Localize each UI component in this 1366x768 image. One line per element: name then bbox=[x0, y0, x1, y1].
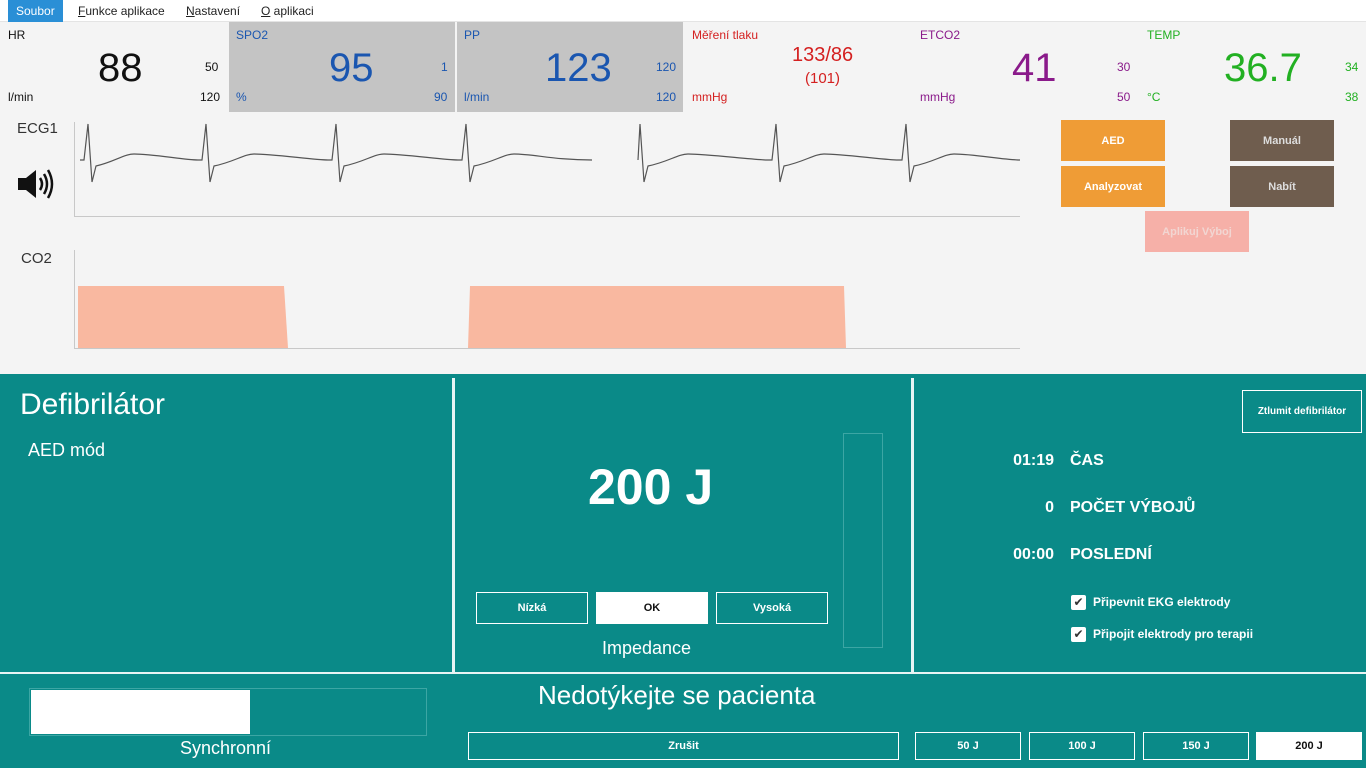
cancel-button[interactable]: Zrušit bbox=[468, 732, 899, 760]
aed-button[interactable]: AED bbox=[1061, 120, 1165, 161]
analyze-button[interactable]: Analyzovat bbox=[1061, 166, 1165, 207]
divider bbox=[0, 672, 1366, 674]
bp-label: Měření tlaku bbox=[692, 28, 759, 42]
bp-panel[interactable]: Měření tlaku 133/86 (101) mmHg bbox=[684, 22, 912, 112]
etco2-value: 41 bbox=[1012, 46, 1057, 90]
spo2-panel[interactable]: SPO2 95 1 % 90 bbox=[229, 22, 455, 112]
pp-value: 123 bbox=[545, 46, 612, 90]
hr-label: HR bbox=[8, 28, 26, 42]
bp-unit: mmHg bbox=[692, 90, 728, 104]
defibrillator-panel: Defibrilátor AED mód 200 J Nízká OK Vyso… bbox=[0, 374, 1366, 768]
time-label: ČAS bbox=[1070, 452, 1104, 469]
menu-nastaveni[interactable]: Nastavení bbox=[178, 0, 248, 22]
speaker-icon[interactable] bbox=[16, 166, 56, 202]
pp-panel[interactable]: PP 123 120 l/min 120 bbox=[457, 22, 683, 112]
hr-value: 88 bbox=[98, 46, 143, 90]
bp-mean: (101) bbox=[805, 70, 841, 87]
hr-high-limit: 120 bbox=[200, 90, 221, 104]
etco2-label: ETCO2 bbox=[920, 28, 961, 42]
menu-funkce-aplikace[interactable]: Funkce aplikace bbox=[70, 0, 173, 22]
menu-nastaveni-label: astavení bbox=[194, 4, 241, 18]
menu-bar: Soubor Funkce aplikace Nastavení O aplik… bbox=[0, 0, 1366, 22]
menu-soubor[interactable]: Soubor bbox=[8, 0, 63, 22]
divider bbox=[911, 378, 914, 672]
energy-value: 200 J bbox=[588, 459, 714, 515]
impedance-bar bbox=[843, 433, 883, 648]
apply-shock-button[interactable]: Aplikuj Výboj bbox=[1145, 211, 1249, 252]
hr-low-limit: 50 bbox=[205, 60, 219, 74]
energy-100-button[interactable]: 100 J bbox=[1029, 732, 1135, 760]
menu-soubor-label: Soubor bbox=[16, 4, 55, 18]
status-message: Nedotýkejte se pacienta bbox=[538, 680, 816, 710]
sync-toggle-fill bbox=[31, 690, 250, 734]
menu-accel: N bbox=[186, 4, 195, 18]
co2-baseline bbox=[74, 348, 1020, 349]
divider bbox=[452, 378, 455, 672]
charge-button[interactable]: Nabít bbox=[1230, 166, 1334, 207]
etco2-unit: mmHg bbox=[920, 90, 956, 104]
bp-value: 133/86 bbox=[792, 44, 854, 66]
spo2-low-limit: 1 bbox=[441, 60, 448, 74]
menu-funkce-label: unkce aplikace bbox=[85, 4, 165, 18]
sync-label: Synchronní bbox=[180, 738, 272, 758]
menu-o-aplikaci-label: aplikaci bbox=[270, 4, 314, 18]
energy-150-button[interactable]: 150 J bbox=[1143, 732, 1249, 760]
etco2-low-limit: 30 bbox=[1117, 60, 1131, 74]
time-value: 01:19 bbox=[1013, 452, 1054, 469]
ecg-baseline bbox=[74, 216, 1020, 217]
impedance-low-button[interactable]: Nízká bbox=[476, 592, 588, 624]
co2-axis bbox=[74, 250, 75, 348]
energy-50-button[interactable]: 50 J bbox=[915, 732, 1021, 760]
temp-low-limit: 34 bbox=[1345, 60, 1359, 74]
vitals-row: HR 88 50 l/min 120 SPO2 95 1 % 90 PP 123… bbox=[0, 22, 1366, 112]
temp-panel[interactable]: TEMP 36.7 34 °C 38 bbox=[1140, 22, 1366, 112]
hr-unit: l/min bbox=[8, 90, 34, 104]
energy-200-button[interactable]: 200 J bbox=[1256, 732, 1362, 760]
last-shock-value: 00:00 bbox=[1013, 546, 1054, 563]
menu-accel: O bbox=[261, 4, 271, 18]
temp-label: TEMP bbox=[1147, 28, 1181, 42]
spo2-high-limit: 90 bbox=[434, 90, 448, 104]
spo2-unit: % bbox=[236, 90, 247, 104]
pp-low-limit: 120 bbox=[656, 60, 677, 74]
etco2-high-limit: 50 bbox=[1117, 90, 1131, 104]
pp-high-limit: 120 bbox=[656, 90, 677, 104]
defib-title: Defibrilátor bbox=[20, 388, 166, 421]
ecg-electrodes-label: Připevnit EKG elektrody bbox=[1093, 595, 1231, 609]
manual-button[interactable]: Manuál bbox=[1230, 120, 1334, 161]
menu-o-aplikaci[interactable]: O aplikaci bbox=[253, 0, 322, 22]
menu-accel: F bbox=[78, 4, 86, 18]
co2-label: CO2 bbox=[21, 250, 52, 267]
pp-label: PP bbox=[464, 28, 481, 42]
therapy-electrodes-checkbox[interactable]: ✔ bbox=[1071, 627, 1086, 642]
impedance-high-button[interactable]: Vysoká bbox=[716, 592, 828, 624]
ecg-waveform bbox=[80, 123, 1021, 183]
shock-count-label: POČET VÝBOJŮ bbox=[1070, 499, 1196, 516]
impedance-ok-button[interactable]: OK bbox=[596, 592, 708, 624]
impedance-label: Impedance bbox=[602, 638, 692, 658]
mute-defibrillator-button[interactable]: Ztlumit defibrilátor bbox=[1242, 390, 1362, 433]
pp-unit: l/min bbox=[464, 90, 490, 104]
ecg-electrodes-checkbox[interactable]: ✔ bbox=[1071, 595, 1086, 610]
last-shock-label: POSLEDNÍ bbox=[1070, 546, 1152, 563]
therapy-electrodes-label: Připojit elektrody pro terapii bbox=[1093, 627, 1254, 641]
temp-value: 36.7 bbox=[1224, 46, 1302, 90]
temp-high-limit: 38 bbox=[1345, 90, 1359, 104]
spo2-label: SPO2 bbox=[236, 28, 269, 42]
ecg-label: ECG1 bbox=[17, 120, 58, 137]
spo2-value: 95 bbox=[329, 46, 374, 90]
co2-waveform bbox=[78, 286, 846, 348]
defib-mode: AED mód bbox=[28, 440, 106, 460]
hr-panel[interactable]: HR 88 50 l/min 120 bbox=[0, 22, 228, 112]
shock-count-value: 0 bbox=[1045, 499, 1054, 516]
ecg-axis bbox=[74, 122, 75, 216]
etco2-panel[interactable]: ETCO2 41 30 mmHg 50 bbox=[912, 22, 1140, 112]
temp-unit: °C bbox=[1147, 90, 1161, 104]
sync-toggle[interactable] bbox=[29, 688, 427, 736]
waveform-area: ECG1 CO2 AED Manuál Analyzovat Nabít Apl… bbox=[0, 112, 1366, 374]
